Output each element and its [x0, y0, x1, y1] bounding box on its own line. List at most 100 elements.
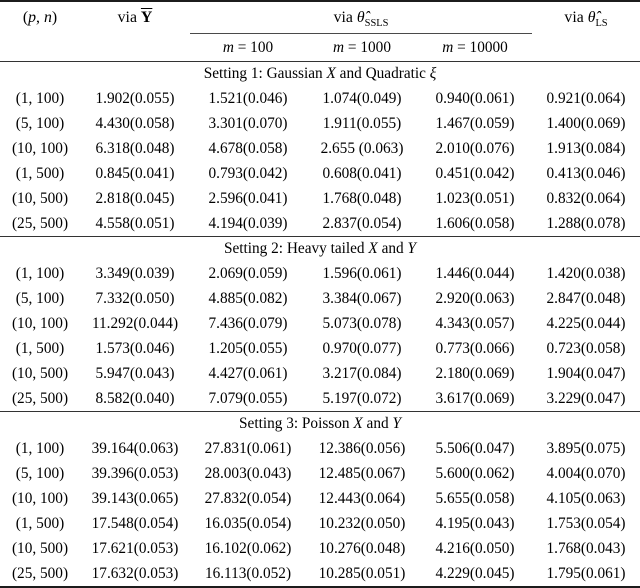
table-body: Setting 1: Gaussian X and Quadratic ξ (1,… — [0, 61, 640, 588]
table-row: (5, 100) 4.430(0.058) 3.301(0.070) 1.911(0.… — [0, 111, 640, 136]
cell-value: 7.079(0.055) — [208, 389, 288, 407]
section-title: Setting 1: Gaussian X and Quadratic ξ — [0, 61, 640, 86]
cell-value: 4.427(0.061) — [208, 364, 288, 382]
cell-value: 2.010(0.076) — [435, 139, 515, 157]
header-row-sub: m = 100 m = 1000 m = 10000 — [0, 34, 640, 62]
cell-pn: (10, 100) — [11, 314, 69, 332]
via-label: via — [333, 8, 353, 26]
cell-value: 17.548(0.054) — [91, 514, 179, 532]
cell-value: 16.102(0.062) — [204, 539, 292, 557]
header-pn: (p, n) — [0, 1, 80, 34]
cell-value: 5.506(0.047) — [435, 439, 515, 457]
cell-value: 5.655(0.058) — [435, 489, 515, 507]
cell-value: 3.229(0.047) — [546, 389, 626, 407]
cell-value: 3.384(0.067) — [322, 289, 402, 307]
cell-pn: (10, 500) — [11, 364, 69, 382]
cell-value: 4.678(0.058) — [208, 139, 288, 157]
header-row-main: (p, n) via Y via θ̂SSLS via θ̂LS — [0, 1, 640, 34]
cell-value: 1.904(0.047) — [546, 364, 626, 382]
cell-value: 1.753(0.054) — [546, 514, 626, 532]
cell-value: 1.521(0.046) — [208, 89, 288, 107]
text-segment: and Quadratic — [335, 65, 430, 82]
cell-value: 3.301(0.070) — [208, 114, 288, 132]
theta-hat-symbol: θ̂ — [356, 8, 365, 26]
cell-pn: (5, 100) — [15, 289, 65, 307]
cell-value: 4.430(0.058) — [95, 114, 175, 132]
m-var: m — [442, 38, 454, 56]
cell-value: 2.596(0.041) — [208, 189, 288, 207]
text-segment: X — [368, 240, 378, 257]
cell-value: 2.818(0.045) — [95, 189, 175, 207]
section-title-row: Setting 3: Poisson X and Y — [0, 411, 640, 436]
cell-value: 7.436(0.079) — [208, 314, 288, 332]
cell-value: 0.940(0.061) — [435, 89, 515, 107]
cell-pn: (25, 500) — [11, 214, 69, 232]
cell-value: 2.655 (0.063) — [320, 139, 404, 157]
table-row: (1, 100) 3.349(0.039) 2.069(0.059) 1.596(0.… — [0, 261, 640, 286]
section-title: Setting 2: Heavy tailed X and Y — [0, 236, 640, 261]
cell-value: 2.837(0.054) — [322, 214, 402, 232]
table-row: (1, 500) 1.573(0.046) 1.205(0.055) 0.970(0.… — [0, 336, 640, 361]
cell-pn: (10, 500) — [11, 539, 69, 557]
text-segment: and — [377, 240, 408, 257]
cell-value: 12.485(0.067) — [318, 464, 406, 482]
section-title-row: Setting 1: Gaussian X and Quadratic ξ — [0, 61, 640, 86]
cell-value: 1.795(0.061) — [546, 564, 626, 582]
header-via-ls: via θ̂LS — [532, 1, 640, 34]
cell-value: 4.229(0.045) — [435, 564, 515, 582]
cell-pn: (1, 500) — [15, 339, 65, 357]
m-value: = 100 — [233, 38, 274, 56]
cell-pn: (10, 100) — [11, 489, 69, 507]
cell-value: 1.400(0.069) — [546, 114, 626, 132]
via-label: via — [564, 8, 584, 26]
table-row: (25, 500) 4.558(0.051) 4.194(0.039) 2.837(0… — [0, 211, 640, 237]
cell-pn: (1, 100) — [15, 264, 65, 282]
cell-value: 0.773(0.066) — [435, 339, 515, 357]
ssls-subscript: SSLS — [364, 17, 389, 29]
cell-value: 10.232(0.050) — [318, 514, 406, 532]
cell-pn: (10, 500) — [11, 189, 69, 207]
cell-value: 17.632(0.053) — [91, 564, 179, 582]
cell-value: 0.451(0.042) — [435, 164, 515, 182]
cell-value: 27.832(0.054) — [204, 489, 292, 507]
text-segment: ) — [51, 8, 58, 26]
text-segment: , — [36, 8, 44, 26]
text-segment: Setting 2: Heavy tailed — [223, 240, 369, 257]
cell-value: 0.970(0.077) — [322, 339, 402, 357]
cell-value: 28.003(0.043) — [204, 464, 292, 482]
cell-value: 1.768(0.043) — [546, 539, 626, 557]
m-value: = 1000 — [344, 38, 391, 56]
table-row: (1, 100) 39.164(0.063) 27.831(0.061) 12.386… — [0, 436, 640, 461]
text-segment: X — [353, 415, 363, 432]
cell-value: 17.621(0.053) — [91, 539, 179, 557]
cell-value: 3.895(0.075) — [546, 439, 626, 457]
text-segment: Y — [407, 240, 417, 257]
cell-value: 5.073(0.078) — [322, 314, 402, 332]
table-row: (5, 100) 7.332(0.050) 4.885(0.082) 3.384(0.… — [0, 286, 640, 311]
cell-pn: (25, 500) — [11, 564, 69, 582]
text-segment: n — [43, 8, 52, 26]
table-row: (10, 100) 6.318(0.048) 4.678(0.058) 2.655 (… — [0, 136, 640, 161]
cell-value: 11.292(0.044) — [91, 314, 179, 332]
section-title: Setting 3: Poisson X and Y — [0, 411, 640, 436]
cell-value: 0.832(0.064) — [546, 189, 626, 207]
m-var: m — [333, 38, 345, 56]
cell-value: 4.194(0.039) — [208, 214, 288, 232]
table-row: (1, 100) 1.902(0.055) 1.521(0.046) 1.074(0.… — [0, 86, 640, 111]
m-value: = 10000 — [453, 38, 508, 56]
cell-pn: (1, 500) — [15, 514, 65, 532]
cell-value: 4.558(0.051) — [95, 214, 175, 232]
cell-value: 1.023(0.051) — [435, 189, 515, 207]
cell-value: 0.921(0.064) — [546, 89, 626, 107]
cell-value: 1.573(0.046) — [95, 339, 175, 357]
text-segment: Setting 3: Poisson — [239, 415, 354, 432]
cell-value: 4.885(0.082) — [208, 289, 288, 307]
ls-subscript: LS — [595, 17, 608, 29]
cell-value: 1.902(0.055) — [95, 89, 175, 107]
cell-pn: (1, 500) — [15, 164, 65, 182]
table-row: (10, 500) 2.818(0.045) 2.596(0.041) 1.768(0… — [0, 186, 640, 211]
text-segment: and — [362, 415, 393, 432]
cell-value: 5.197(0.072) — [322, 389, 402, 407]
